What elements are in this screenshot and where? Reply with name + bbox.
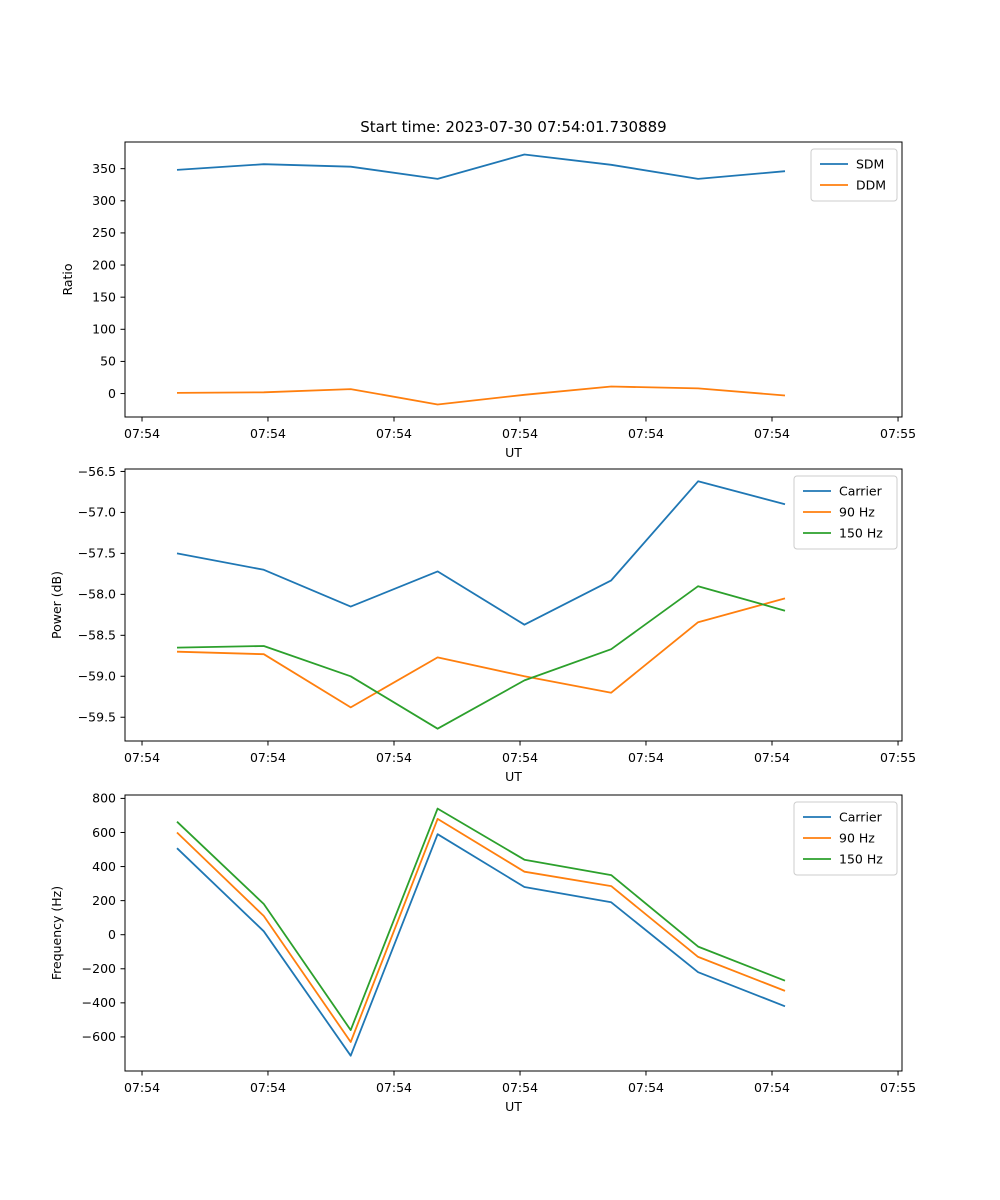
x-tick-label: 07:54 <box>250 426 286 441</box>
x-tick-label: 07:54 <box>124 426 160 441</box>
legend-label: 90 Hz <box>839 504 875 519</box>
y-tick-label: −56.5 <box>78 464 116 479</box>
y-tick-label: 400 <box>92 859 116 874</box>
x-tick-label: 07:54 <box>628 1080 664 1095</box>
x-tick-label: 07:55 <box>880 750 916 765</box>
y-tick-label: −59.0 <box>78 669 116 684</box>
y-axis-label: Frequency (Hz) <box>49 886 64 980</box>
y-tick-label: 250 <box>92 225 116 240</box>
x-tick-label: 07:54 <box>628 426 664 441</box>
y-tick-label: −57.0 <box>78 505 116 520</box>
y-tick-label: 50 <box>100 354 116 369</box>
legend: SDM DDM <box>810 148 898 202</box>
x-tick-label: 07:55 <box>880 1080 916 1095</box>
x-tick-label: 07:54 <box>250 1080 286 1095</box>
legend-label: Carrier <box>839 809 883 824</box>
legend-label: DDM <box>856 177 886 192</box>
x-tick-label: 07:54 <box>376 1080 412 1095</box>
axes-frame <box>124 141 903 418</box>
y-tick-label: −58.0 <box>78 587 116 602</box>
legend: Carrier 90 Hz 150 Hz <box>793 801 898 876</box>
x-axis-label: UT <box>505 445 522 460</box>
y-tick-label: 0 <box>108 927 116 942</box>
y-ticks: −600 −400 −200 0 200 400 600 800 <box>82 791 125 1044</box>
legend: Carrier 90 Hz 150 Hz <box>793 475 898 550</box>
y-tick-label: −57.5 <box>78 546 116 561</box>
legend-label: 150 Hz <box>839 525 883 540</box>
x-tick-label: 07:54 <box>502 750 538 765</box>
x-tick-label: 07:54 <box>376 426 412 441</box>
y-tick-label: 100 <box>92 322 116 337</box>
figure-title: Start time: 2023-07-30 07:54:01.730889 <box>360 118 667 136</box>
series-line-carrier <box>176 833 786 1057</box>
y-tick-label: 300 <box>92 193 116 208</box>
axes-frame <box>124 468 903 742</box>
x-tick-label: 07:54 <box>754 426 790 441</box>
series-line-150-hz <box>176 807 786 1031</box>
y-tick-label: −200 <box>82 961 116 976</box>
series-line-150-hz <box>176 585 786 730</box>
y-tick-label: −400 <box>82 995 116 1010</box>
y-axis-label: Power (dB) <box>49 571 64 639</box>
y-tick-label: 0 <box>108 386 116 401</box>
x-ticks: 07:54 07:54 07:54 07:54 07:54 07:54 07:55 <box>124 1071 916 1095</box>
axes-frame <box>124 794 903 1072</box>
y-ticks: −59.5 −59.0 −58.5 −58.0 −57.5 −57.0 −56.5 <box>78 464 125 725</box>
x-tick-label: 07:54 <box>250 750 286 765</box>
y-tick-label: 200 <box>92 257 116 272</box>
legend-box <box>793 475 898 550</box>
y-axis-label: Ratio <box>60 263 75 295</box>
legend-label: SDM <box>856 156 884 171</box>
x-ticks: 07:54 07:54 07:54 07:54 07:54 07:54 07:55 <box>124 741 916 765</box>
x-axis-label: UT <box>505 1099 522 1114</box>
y-tick-label: −58.5 <box>78 628 116 643</box>
y-tick-label: 200 <box>92 893 116 908</box>
x-tick-label: 07:54 <box>124 750 160 765</box>
y-tick-label: −59.5 <box>78 710 116 725</box>
x-tick-label: 07:54 <box>376 750 412 765</box>
series-line-ddm <box>176 385 786 406</box>
x-tick-label: 07:54 <box>124 1080 160 1095</box>
x-tick-label: 07:54 <box>502 1080 538 1095</box>
subplot-2: −59.5 −59.0 −58.5 −58.0 −57.5 −57.0 −56.5 07:54… <box>49 464 916 784</box>
y-ticks: 0 50 100 150 200 250 300 350 <box>92 161 125 401</box>
x-tick-label: 07:54 <box>628 750 664 765</box>
y-tick-label: 350 <box>92 161 116 176</box>
x-tick-label: 07:54 <box>502 426 538 441</box>
y-tick-label: 150 <box>92 289 116 304</box>
x-axis-label: UT <box>505 769 522 784</box>
legend-label: 150 Hz <box>839 851 883 866</box>
legend-label: 90 Hz <box>839 830 875 845</box>
x-tick-label: 07:55 <box>880 426 916 441</box>
x-tick-label: 07:54 <box>754 750 790 765</box>
legend-box <box>810 148 898 202</box>
x-ticks: 07:54 07:54 07:54 07:54 07:54 07:54 07:55 <box>124 417 916 441</box>
y-tick-label: 800 <box>92 791 116 806</box>
y-tick-label: −600 <box>82 1029 116 1044</box>
legend-label: Carrier <box>839 483 883 498</box>
series-line-sdm <box>176 153 786 180</box>
series-line-90-hz <box>176 818 786 1043</box>
x-tick-label: 07:54 <box>754 1080 790 1095</box>
y-tick-label: 600 <box>92 825 116 840</box>
legend-box <box>793 801 898 876</box>
series-line-90-hz <box>176 597 786 709</box>
series-line-carrier <box>176 480 786 626</box>
